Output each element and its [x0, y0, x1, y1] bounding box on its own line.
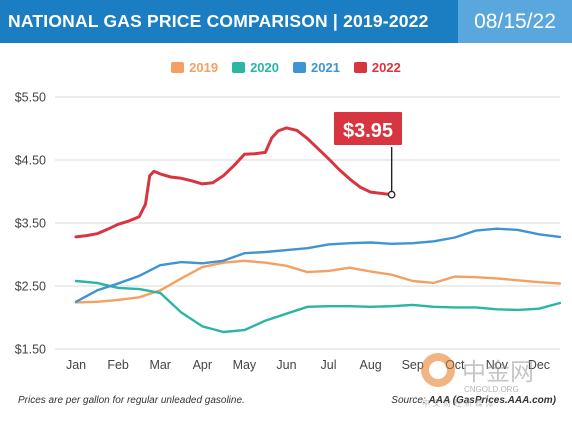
watermark-subtext: CNGOLD.ORG [464, 385, 519, 394]
legend-swatch [353, 62, 367, 73]
x-tick-label: Nov [486, 358, 509, 372]
legend-swatch [232, 62, 246, 73]
chart-title: NATIONAL GAS PRICE COMPARISON | 2019-202… [8, 11, 429, 31]
header-bar: NATIONAL GAS PRICE COMPARISON | 2019-202… [0, 0, 572, 43]
series-line-2022 [74, 126, 394, 239]
watermark-tagline: 中 文 财 经 新 媒 体 [422, 398, 493, 408]
legend-item-2021: 2021 [293, 60, 340, 75]
footer-note: Prices are per gallon for regular unlead… [18, 395, 245, 406]
series-line-2021 [74, 227, 562, 303]
x-tick-label: Dec [528, 358, 550, 372]
watermark-icon-inner [429, 361, 447, 379]
callout-label: $3.95 [343, 120, 393, 142]
x-tick-label: Feb [107, 358, 129, 372]
watermark-logo: 中金网 CNGOLD.ORG 中 文 财 经 新 媒 体 [421, 353, 534, 408]
callout-box [332, 110, 404, 147]
x-tick-label: Mar [149, 358, 171, 372]
x-tick-label: Sep [402, 358, 424, 372]
y-tick-label: $4.50 [15, 154, 46, 168]
legend-label: 2019 [189, 60, 219, 75]
source-label: Source: [391, 395, 426, 406]
y-tick-label: $2.50 [15, 280, 46, 294]
legend-label: 2022 [371, 60, 401, 75]
watermark-text: 中金网 [462, 358, 534, 386]
x-tick-label: Jan [66, 358, 86, 372]
callout-point [387, 190, 396, 199]
x-tick-label: Jul [321, 358, 337, 372]
legend-item-2020: 2020 [232, 60, 279, 75]
date-badge: 08/15/22 [458, 0, 572, 43]
y-tick-label: $5.50 [15, 91, 46, 105]
x-tick-label: Apr [193, 358, 212, 372]
source-name: AAA (GasPrices.AAA.com) [428, 395, 556, 406]
y-tick-label: $1.50 [15, 343, 46, 357]
legend-swatch [171, 62, 185, 73]
footer-source: Source: AAA (GasPrices.AAA.com) [391, 395, 556, 406]
x-tick-label: Jun [276, 358, 296, 372]
legend-item-2019: 2019 [171, 60, 218, 75]
legend-label: 2020 [250, 60, 279, 75]
legend-swatch [293, 62, 306, 73]
legend: 2019 2020 2021 2022 [0, 60, 572, 75]
series-line-2020 [74, 279, 562, 334]
legend-item-2022: 2022 [353, 60, 401, 75]
x-tick-label: Aug [360, 358, 382, 372]
y-tick-label: $3.50 [15, 217, 46, 231]
series-line-2019 [74, 259, 562, 304]
x-tick-label: May [233, 358, 257, 372]
legend-label: 2021 [311, 60, 340, 75]
